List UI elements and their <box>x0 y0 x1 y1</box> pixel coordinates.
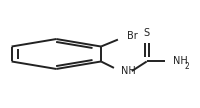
Text: NH: NH <box>173 56 187 67</box>
Text: Br: Br <box>127 31 138 41</box>
Text: S: S <box>144 28 150 38</box>
Text: NH: NH <box>121 66 136 76</box>
Text: 2: 2 <box>184 62 189 71</box>
